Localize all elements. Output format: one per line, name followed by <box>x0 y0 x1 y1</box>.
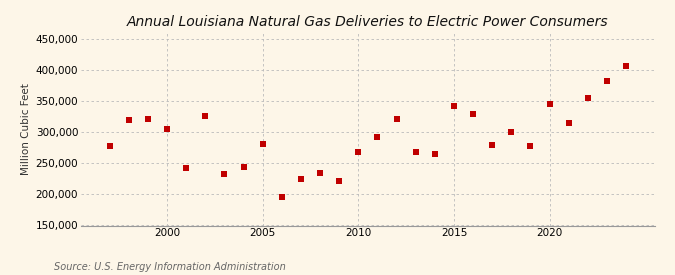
Point <box>583 96 593 100</box>
Point <box>104 144 115 148</box>
Point <box>181 166 192 170</box>
Point <box>353 149 364 154</box>
Point <box>200 114 211 119</box>
Point <box>468 112 479 117</box>
Point <box>525 144 536 148</box>
Point <box>257 141 268 146</box>
Point <box>296 177 306 181</box>
Point <box>487 142 497 147</box>
Point <box>621 64 632 68</box>
Point <box>162 127 173 131</box>
Point <box>410 150 421 155</box>
Point <box>372 135 383 139</box>
Point <box>277 195 288 199</box>
Point <box>563 121 574 125</box>
Point <box>601 79 612 84</box>
Point <box>506 130 517 134</box>
Point <box>142 117 153 122</box>
Point <box>124 118 134 122</box>
Point <box>238 165 249 169</box>
Title: Annual Louisiana Natural Gas Deliveries to Electric Power Consumers: Annual Louisiana Natural Gas Deliveries … <box>127 15 609 29</box>
Point <box>392 117 402 122</box>
Point <box>448 104 459 108</box>
Point <box>429 152 440 156</box>
Point <box>333 179 344 184</box>
Y-axis label: Million Cubic Feet: Million Cubic Feet <box>22 83 32 175</box>
Point <box>219 172 230 176</box>
Text: Source: U.S. Energy Information Administration: Source: U.S. Energy Information Administ… <box>54 262 286 272</box>
Point <box>544 102 555 107</box>
Point <box>315 170 325 175</box>
